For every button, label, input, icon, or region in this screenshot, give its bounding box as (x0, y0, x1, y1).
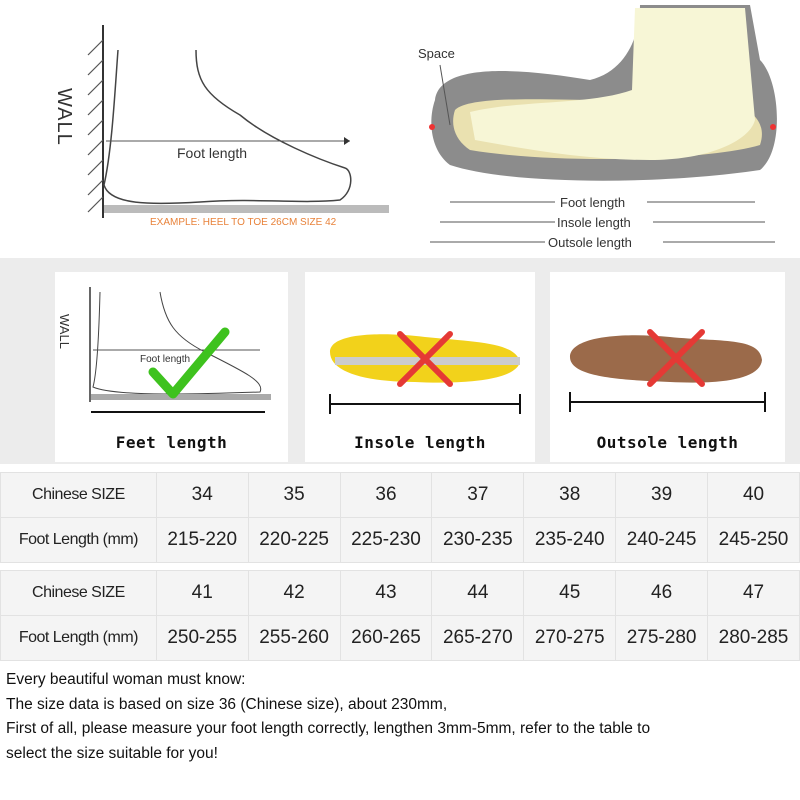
size-cell: 34 (155, 472, 249, 518)
length-cell: 215-220 (155, 517, 249, 563)
correct-method-illustration: WALL Foot length (57, 287, 271, 413)
cross-icon (397, 331, 453, 387)
table-row: Chinese SIZE 34 35 36 37 38 39 40 (0, 472, 800, 518)
row-label: Chinese SIZE (0, 472, 157, 518)
outsole-illustration (569, 329, 766, 412)
wall-label: WALL (53, 88, 75, 146)
size-cell: 43 (339, 570, 433, 616)
size-cell: 39 (615, 472, 709, 518)
length-cell: 275-280 (615, 615, 709, 661)
check-icon (148, 327, 230, 399)
length-cell: 240-245 (615, 517, 709, 563)
row-label: Foot Length (mm) (0, 517, 157, 563)
length-cell: 235-240 (523, 517, 617, 563)
length-cell: 230-235 (431, 517, 525, 563)
space-label: Space (418, 46, 455, 61)
length-cell: 280-285 (707, 615, 800, 661)
panel-outsole-length: Outsole length (550, 272, 785, 462)
cross-icon (647, 329, 705, 387)
row-label: Foot Length (mm) (0, 615, 157, 661)
note-line: The size data is based on size 36 (Chine… (6, 695, 448, 713)
note-line: First of all, please measure your foot l… (6, 720, 651, 737)
foot-length-label: Foot length (177, 145, 247, 161)
length-cell: 260-265 (339, 615, 433, 661)
table-row: Chinese SIZE 41 42 43 44 45 46 47 (0, 570, 800, 616)
size-table-2: Chinese SIZE 41 42 43 44 45 46 47 Foot L… (0, 570, 800, 661)
length-cell: 255-260 (247, 615, 341, 661)
panel-insole-length: Insole length (305, 272, 535, 462)
length-cell: 245-250 (707, 517, 800, 563)
size-cell: 37 (431, 472, 525, 518)
note-line: Every beautiful woman must know: (6, 671, 246, 688)
panel-caption: Insole length (354, 433, 486, 452)
table-row: Foot Length (mm) 215-220 220-225 225-230… (0, 517, 800, 563)
measurement-method-panels: WALL Foot length Feet length Insole leng… (0, 258, 800, 464)
length-cell: 265-270 (431, 615, 525, 661)
length-cell: 250-255 (155, 615, 249, 661)
foot-length-label: Foot length (560, 195, 625, 210)
shoe-cross-section-diagram: Space Foot length Insole length Outsole … (418, 5, 777, 250)
size-cell: 38 (523, 472, 617, 518)
length-cell: 225-230 (339, 517, 433, 563)
note-line: select the size suitable for you! (6, 744, 218, 762)
size-table-1: Chinese SIZE 34 35 36 37 38 39 40 Foot L… (0, 472, 800, 563)
panel-feet-length: WALL Foot length Feet length (55, 272, 288, 462)
size-cell: 35 (247, 472, 341, 518)
row-label: Chinese SIZE (0, 570, 157, 616)
size-cell: 41 (155, 570, 249, 616)
size-notes: Every beautiful woman must know: The siz… (6, 668, 650, 766)
foot-length-label: Foot length (140, 354, 190, 365)
example-text: EXAMPLE: HEEL TO TOE 26CM SIZE 42 (150, 217, 337, 228)
size-cell: 45 (523, 570, 617, 616)
wall-label: WALL (57, 314, 72, 349)
outsole-length-label: Outsole length (548, 235, 632, 250)
insole-illustration (329, 331, 521, 414)
size-cell: 46 (615, 570, 709, 616)
length-cell: 220-225 (247, 517, 341, 563)
size-cell: 36 (339, 472, 433, 518)
length-cell: 270-275 (523, 615, 617, 661)
size-cell: 42 (247, 570, 341, 616)
panel-caption: Outsole length (596, 433, 739, 452)
table-row: Foot Length (mm) 250-255 255-260 260-265… (0, 615, 800, 661)
size-cell: 44 (431, 570, 525, 616)
foot-measure-diagram: WALL Foot length EXAMPLE: HEEL TO TOE 26… (53, 25, 389, 228)
size-cell: 47 (707, 570, 800, 616)
size-cell: 40 (707, 472, 800, 518)
insole-length-label: Insole length (557, 215, 631, 230)
panel-caption: Feet length (115, 433, 228, 452)
